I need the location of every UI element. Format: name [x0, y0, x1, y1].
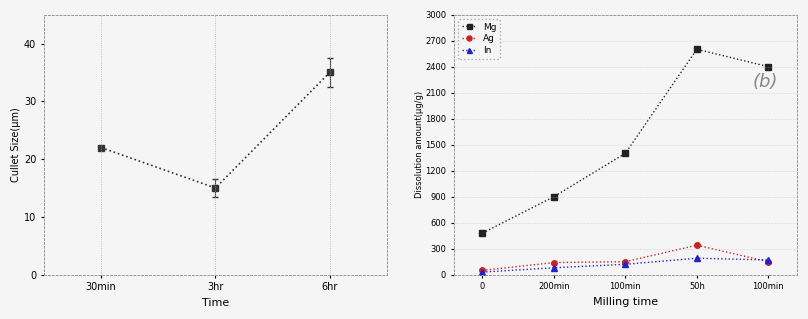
Line: Mg: Mg — [480, 47, 771, 236]
Ag — [478, 269, 487, 272]
Ag — [549, 261, 559, 264]
Ag — [764, 260, 773, 263]
In — [692, 256, 701, 260]
Line: Ag: Ag — [480, 242, 771, 273]
Ag — [692, 243, 701, 247]
Y-axis label: Dissolution amount(μg/g): Dissolution amount(μg/g) — [415, 91, 423, 198]
In — [478, 270, 487, 274]
Mg — [764, 65, 773, 69]
Y-axis label: Cullet Size(μm): Cullet Size(μm) — [11, 107, 21, 182]
Legend: Mg, Ag, In: Mg, Ag, In — [458, 19, 500, 59]
Mg — [621, 152, 630, 155]
Ag — [621, 260, 630, 263]
X-axis label: Time: Time — [202, 298, 229, 308]
In — [764, 258, 773, 262]
Text: (b): (b) — [752, 73, 777, 92]
Mg — [549, 195, 559, 199]
X-axis label: Milling time: Milling time — [593, 297, 658, 307]
In — [549, 266, 559, 270]
In — [621, 262, 630, 266]
Mg — [478, 231, 487, 235]
Mg — [692, 48, 701, 51]
Line: In: In — [480, 256, 771, 275]
